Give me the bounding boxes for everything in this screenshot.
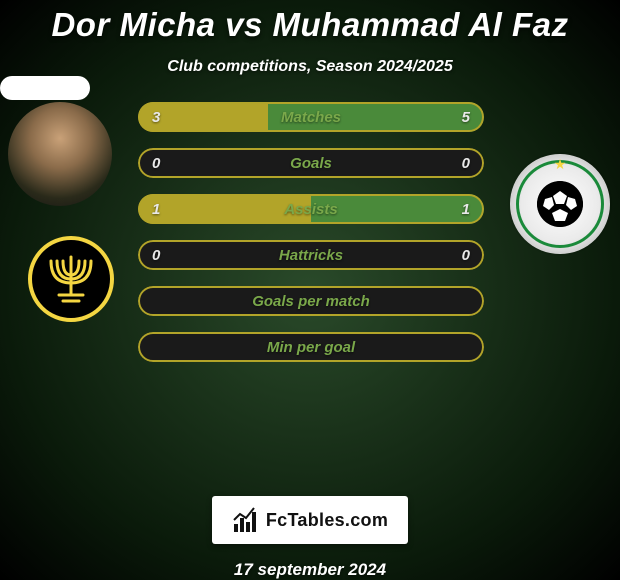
club-left-badge <box>28 236 114 322</box>
subtitle: Club competitions, Season 2024/2025 <box>167 58 452 76</box>
stat-bar-gpm: Goals per match <box>138 286 484 316</box>
bar-border <box>138 286 484 316</box>
branding-badge[interactable]: FcTables.com <box>212 496 408 544</box>
bar-border <box>138 102 484 132</box>
page-title: Dor Micha vs Muhammad Al Faz <box>51 6 568 44</box>
player-left-avatar <box>8 102 112 206</box>
club-right-ring <box>516 160 604 248</box>
branding-text: FcTables.com <box>266 510 388 531</box>
player-right-avatar <box>0 76 90 100</box>
infographic-root: Dor Micha vs Muhammad Al Faz Club compet… <box>0 0 620 580</box>
soccer-ball-icon <box>537 181 583 227</box>
bar-border <box>138 148 484 178</box>
stat-bars: Matches35 Goals00 Assists11 Hattricks00 Goal… <box>138 102 484 362</box>
menorah-icon <box>41 249 101 309</box>
stat-bar-matches: Matches35 <box>138 102 484 132</box>
fctables-logo-icon <box>232 506 260 534</box>
bar-border <box>138 332 484 362</box>
stat-bar-hattricks: Hattricks00 <box>138 240 484 270</box>
stat-bar-mpg: Min per goal <box>138 332 484 362</box>
stat-bar-assists: Assists11 <box>138 194 484 224</box>
bar-border <box>138 194 484 224</box>
star-icon: ★ <box>554 156 567 173</box>
comparison-area: ★ Matches35 Goals00 Assists11 Hattricks00 Go… <box>0 76 620 482</box>
club-right-badge: ★ <box>510 154 610 254</box>
stat-bar-goals: Goals00 <box>138 148 484 178</box>
bar-border <box>138 240 484 270</box>
date-text: 17 september 2024 <box>234 560 386 580</box>
